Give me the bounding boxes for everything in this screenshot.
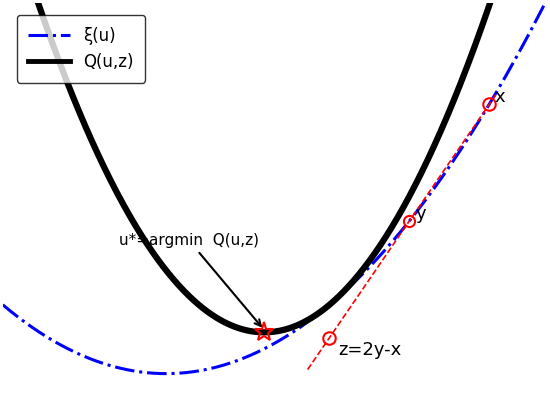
- Text: y: y: [415, 204, 426, 223]
- Text: z=2y-x: z=2y-x: [338, 341, 402, 359]
- Legend: ξ(u), Q(u,z): ξ(u), Q(u,z): [16, 15, 145, 83]
- Text: x: x: [494, 88, 505, 106]
- Text: u*=argmin  Q(u,z): u*=argmin Q(u,z): [119, 233, 261, 326]
